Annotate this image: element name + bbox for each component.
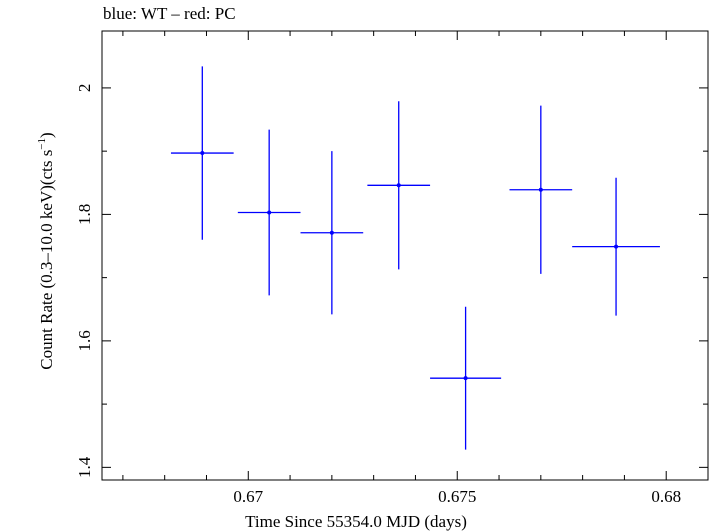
y-axis-label-main: Count Rate (0.3–10.0 keV)(cts s — [37, 150, 56, 370]
point-marker — [614, 244, 619, 249]
plot-frame — [101, 30, 709, 481]
data-series — [170, 66, 660, 450]
data-point — [367, 101, 431, 270]
chart-title: blue: WT – red: PC — [103, 4, 236, 23]
tick-labels: 0.67 0.675 0.68 1.4 1.6 1.8 2 — [75, 84, 681, 506]
x-tick-label: 0.67 — [233, 487, 263, 506]
point-marker — [329, 230, 334, 235]
y-axis-label-end: ) — [37, 132, 56, 138]
y-tick-label: 1.8 — [75, 204, 94, 225]
data-point — [300, 151, 364, 315]
axis-ticks — [102, 31, 708, 480]
data-point — [237, 129, 301, 296]
point-marker — [267, 210, 272, 215]
x-axis-label: Time Since 55354.0 MJD (days) — [245, 512, 467, 531]
data-point — [170, 66, 234, 240]
x-tick-label: 0.675 — [438, 487, 476, 506]
x-tick-label: 0.68 — [651, 487, 681, 506]
y-tick-label: 1.4 — [75, 456, 94, 478]
point-marker — [538, 187, 543, 192]
y-tick-label: 1.6 — [75, 330, 94, 351]
y-axis-label-superscript: −1 — [36, 138, 48, 150]
y-axis-label: Count Rate (0.3–10.0 keV)(cts s−1) — [36, 132, 56, 369]
point-marker — [200, 151, 205, 156]
data-point — [572, 177, 660, 316]
point-marker — [463, 376, 468, 381]
y-tick-label: 2 — [75, 84, 94, 93]
data-point — [509, 105, 573, 274]
data-point — [430, 306, 502, 450]
point-marker — [396, 183, 401, 188]
